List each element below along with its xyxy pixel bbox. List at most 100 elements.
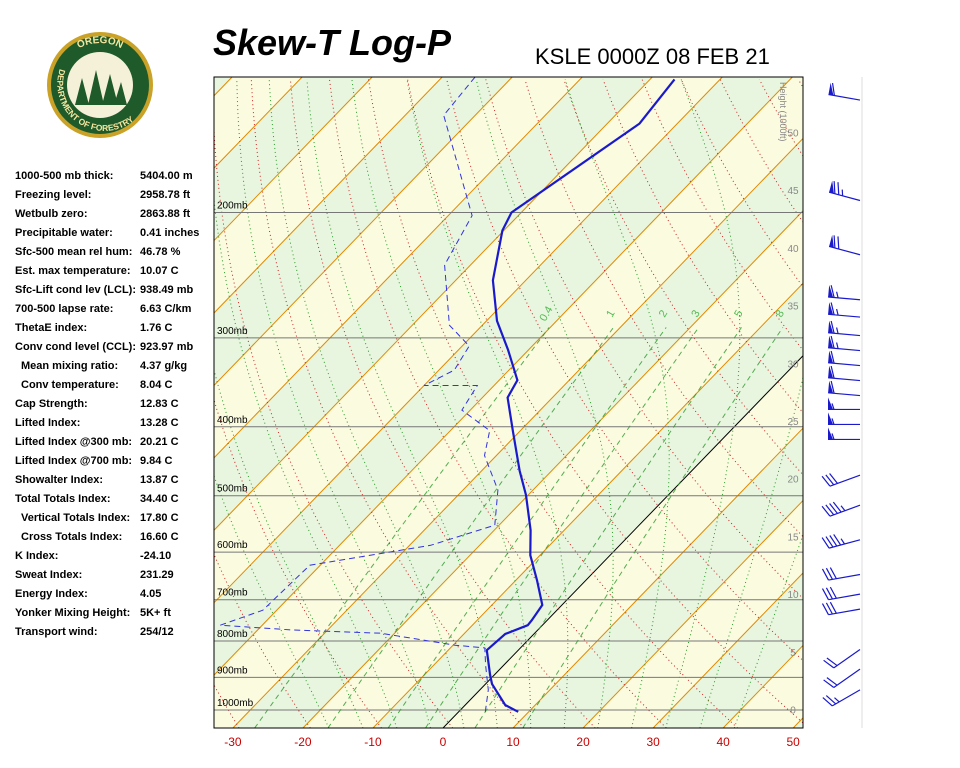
barb-feather [829, 473, 838, 484]
y2-tick-label: 0 [790, 706, 796, 717]
index-label: ThetaE index: [15, 322, 87, 334]
wind-barb [828, 180, 861, 202]
y2-tick-label: 5 [790, 648, 796, 659]
barb-flag [828, 427, 833, 440]
barb-staff [828, 392, 861, 397]
barb-feather [825, 587, 833, 600]
moist-adiabat [406, 79, 569, 728]
barb-half [834, 697, 840, 703]
x-tick-label: 30 [646, 735, 660, 749]
barb-feather [837, 236, 840, 250]
y2-tick-label: 30 [787, 359, 799, 370]
barb-flag [828, 365, 834, 379]
dry-adiabat [955, 79, 960, 728]
barb-feather [829, 601, 837, 614]
barb-flag [828, 82, 834, 96]
dry-adiabat [797, 79, 803, 89]
y-tick-label: 300mb [217, 326, 248, 337]
mixing-ratio-line [522, 327, 784, 728]
background [214, 77, 960, 728]
barb-staff [828, 347, 861, 352]
index-label: Lifted Index @300 mb: [15, 436, 132, 448]
isotherm [792, 717, 803, 728]
x-tick-label: -10 [364, 735, 382, 749]
barb-flag [829, 234, 834, 248]
barb-staff [833, 668, 861, 688]
barb-feather [825, 474, 835, 486]
x-tick-label: -20 [294, 735, 312, 749]
y2-tick-label: 45 [787, 186, 799, 197]
barb-half [831, 418, 835, 425]
barb-staff [828, 296, 861, 301]
x-tick-label: -30 [224, 735, 242, 749]
barb-feather [830, 350, 835, 364]
barb-staff [828, 377, 861, 382]
barb-feather [821, 568, 830, 581]
wind-barb [821, 501, 861, 517]
y2-tick-label: 20 [787, 475, 799, 486]
mixing-ratio-line [254, 327, 550, 728]
barb-feather [825, 567, 833, 580]
wind-barb [821, 586, 861, 601]
isotherm [302, 210, 803, 728]
y2-tick-label: 15 [787, 532, 799, 543]
index-label: Sweat Index: [15, 569, 82, 581]
barb-staff [829, 474, 861, 487]
index-value: 34.40 C [140, 493, 179, 505]
wind-barb [823, 649, 861, 669]
index-label: Cross Totals Index: [21, 531, 122, 543]
dry-adiabat [563, 79, 803, 476]
isotherm [582, 499, 803, 728]
logo-trees [75, 70, 127, 105]
x-tick-label: 50 [787, 735, 801, 749]
index-label: Showalter Index: [15, 474, 103, 486]
barb-staff [828, 332, 861, 337]
index-label: Precipitable water: [15, 227, 113, 239]
index-label: K Index: [15, 550, 58, 562]
barb-staff [828, 573, 861, 581]
index-label: 1000-500 mb thick: [15, 170, 113, 182]
wind-barb [821, 473, 861, 487]
wind-barb [821, 534, 861, 549]
index-value: 0.41 inches [140, 227, 199, 239]
y2-tick-label: 35 [787, 302, 799, 313]
isotherm [232, 137, 803, 728]
index-label: Conv cond level (CCL): [15, 341, 136, 353]
barb-feather [830, 380, 835, 394]
index-label: Sfc-Lift cond lev (LCL): [15, 284, 136, 296]
wind-barb [828, 350, 861, 367]
barb-feather [821, 588, 830, 600]
wind-barb [828, 365, 861, 382]
barb-staff [831, 689, 861, 707]
wind-barb [828, 285, 861, 301]
index-value: 12.83 C [140, 398, 179, 410]
barb-staff [828, 93, 861, 101]
wind-barb [828, 320, 861, 337]
index-value: 4.05 [140, 588, 161, 600]
mixing-ratio-label: 8 [774, 308, 787, 319]
barb-feather [837, 182, 840, 195]
wind-barb [828, 397, 860, 411]
isotherm [214, 77, 723, 604]
barb-staff [828, 313, 861, 318]
index-label: Est. max temperature: [15, 265, 131, 277]
y2-tick-label: 50 [787, 128, 799, 139]
index-value: 10.07 C [140, 265, 179, 277]
barb-feather [830, 365, 835, 379]
y-tick-label: 400mb [217, 415, 248, 426]
index-value: 2958.78 ft [140, 189, 190, 201]
barb-feather [826, 677, 838, 686]
barb-feather [821, 475, 831, 487]
moist-adiabat [214, 194, 398, 728]
logo-center [67, 52, 133, 118]
x-tick-label: 0 [440, 735, 447, 749]
y-tick-label: 500mb [217, 484, 248, 495]
barb-feather [825, 602, 833, 615]
wind-barb [828, 427, 860, 441]
index-label: Total Totals Index: [15, 493, 111, 505]
barb-flag [828, 302, 834, 315]
index-label: Lifted Index: [15, 417, 80, 429]
barb-feather [833, 181, 836, 194]
barb-half [836, 291, 839, 298]
barb-half [831, 403, 835, 410]
